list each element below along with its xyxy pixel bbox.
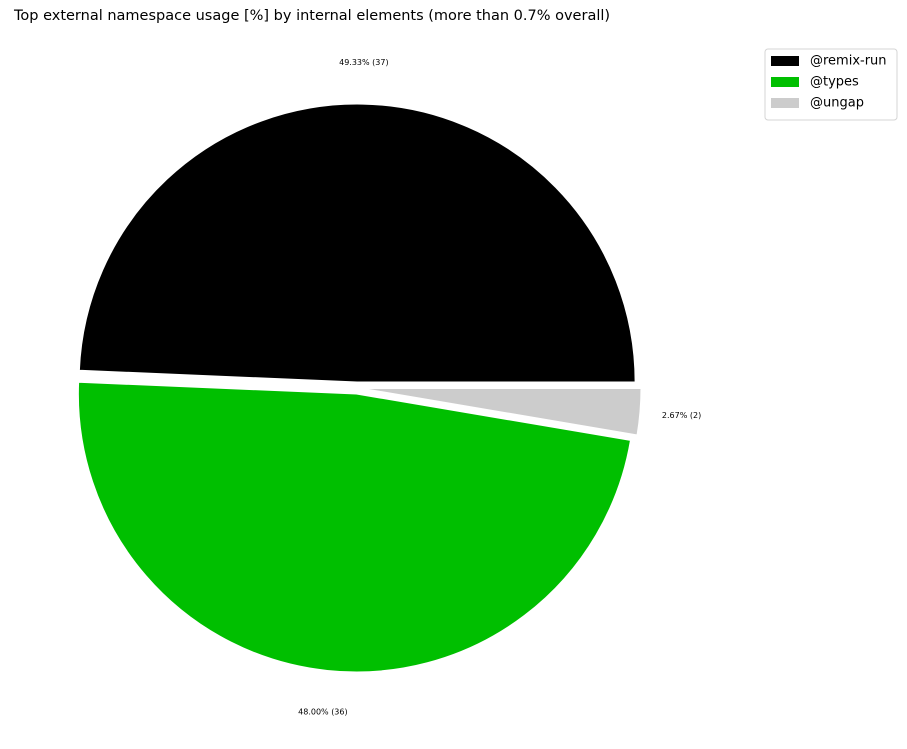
legend-swatch <box>771 77 799 87</box>
legend: @remix-run @types @ungap <box>764 48 898 121</box>
pie-slice-ungap <box>362 388 642 436</box>
slice-label: 49.33% (37) <box>339 58 388 67</box>
legend-label: @remix-run <box>810 54 887 69</box>
legend-label: @ungap <box>810 96 864 111</box>
legend-label: @types <box>810 75 859 90</box>
slice-label: 48.00% (36) <box>298 707 347 716</box>
pie-slice-remix-run <box>78 103 636 383</box>
pie-slice-types <box>77 381 632 673</box>
chart-title: Top external namespace usage [%] by inte… <box>14 8 611 24</box>
legend-swatch <box>771 98 799 108</box>
slice-label: 2.67% (2) <box>662 411 701 420</box>
legend-swatch <box>771 56 799 66</box>
